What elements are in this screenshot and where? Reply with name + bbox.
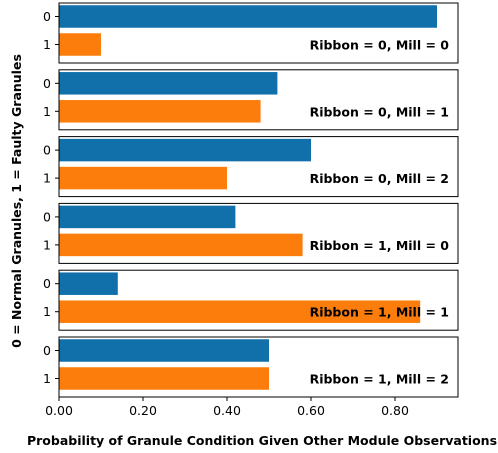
panel-frame	[58, 336, 459, 398]
y-tick-label: 1	[43, 304, 51, 319]
y-axis-label: 0 = Normal Granules, 1 = Faulty Granules	[9, 54, 24, 348]
bar	[59, 205, 236, 229]
panel-label: Ribbon = 0, Mill = 2	[310, 171, 449, 186]
y-tick-label: 0	[43, 276, 51, 291]
bar	[59, 33, 101, 56]
y-tick-label: 1	[43, 237, 51, 252]
y-tick-label: 1	[43, 104, 51, 119]
y-tick-label: 1	[43, 171, 51, 186]
panel: 0 1 Ribbon = 1, Mill = 1	[43, 269, 459, 331]
panel: 0 1 Ribbon = 0, Mill = 0	[43, 2, 459, 64]
x-tick-label: 0.60	[297, 403, 325, 418]
panel-label: Ribbon = 1, Mill = 0	[310, 238, 450, 253]
x-axis: 0.00 0.20 0.40 0.60 0.80	[45, 397, 409, 418]
bar	[59, 72, 278, 95]
panel-frame	[58, 136, 459, 198]
bar	[59, 367, 269, 390]
x-tick-label: 0.40	[213, 403, 241, 418]
x-tick-label: 0.00	[45, 403, 73, 418]
x-tick-label: 0.20	[129, 403, 157, 418]
bar	[59, 272, 118, 295]
y-tick-label: 1	[43, 37, 51, 52]
bar	[59, 100, 261, 123]
panel-label: Ribbon = 1, Mill = 2	[310, 372, 449, 387]
panel-label: Ribbon = 1, Mill = 1	[310, 305, 449, 320]
x-tick-label: 0.80	[381, 403, 409, 418]
panel-frame	[58, 269, 459, 331]
bar	[59, 339, 269, 362]
panel-frame	[58, 69, 459, 131]
panel-frame	[58, 202, 459, 264]
panel: 0 1 Ribbon = 1, Mill = 0	[43, 202, 459, 264]
y-tick-label: 0	[43, 343, 51, 358]
panel-frame	[58, 2, 459, 64]
panel-label: Ribbon = 0, Mill = 0	[310, 38, 450, 53]
bar	[59, 5, 437, 28]
bar	[59, 300, 421, 323]
y-tick-label: 0	[43, 209, 51, 224]
bar	[59, 166, 227, 190]
panel: 0 1 Ribbon = 0, Mill = 1	[43, 69, 459, 131]
panel: 0 1 Ribbon = 0, Mill = 2	[43, 136, 459, 198]
y-tick-label: 1	[43, 371, 51, 386]
panels: 0 1 Ribbon = 0, Mill = 0 0 1 Ribbon = 0, Mill…	[43, 2, 459, 398]
bar	[59, 233, 303, 257]
panel: 0 1 Ribbon = 1, Mill = 2	[43, 336, 459, 398]
y-tick-label: 0	[43, 143, 51, 158]
y-tick-label: 0	[43, 9, 51, 24]
bar	[59, 138, 311, 162]
panel-label: Ribbon = 0, Mill = 1	[310, 104, 449, 119]
y-tick-label: 0	[43, 76, 51, 91]
x-axis-label: Probability of Granule Condition Given O…	[27, 433, 497, 448]
